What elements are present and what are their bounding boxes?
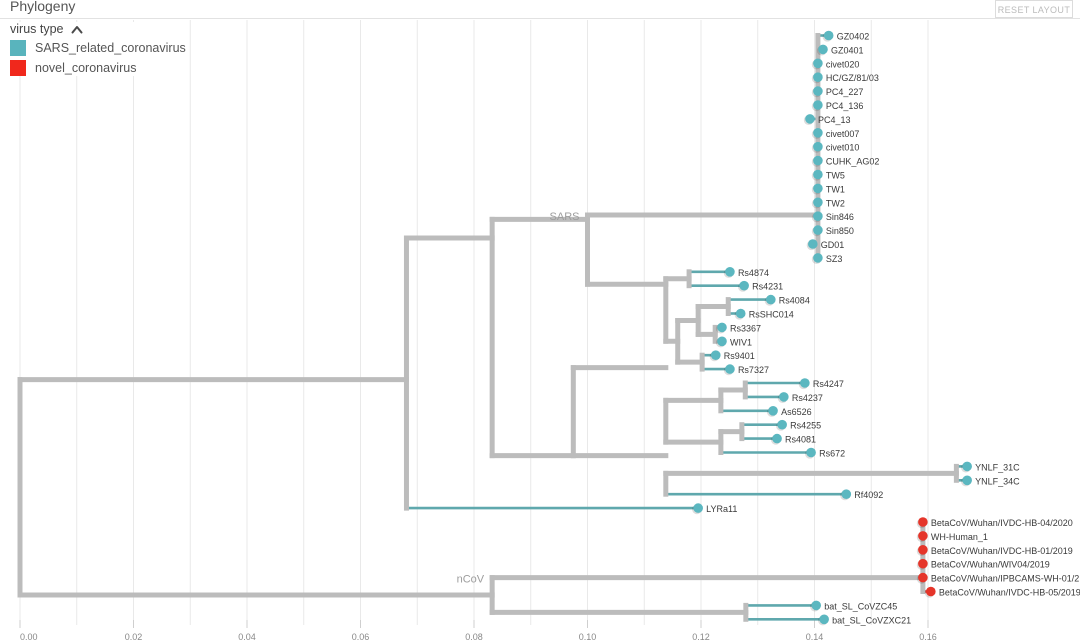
svg-text:0.04: 0.04 bbox=[238, 632, 256, 642]
svg-text:YNLF_34C: YNLF_34C bbox=[975, 476, 1020, 486]
svg-text:0.12: 0.12 bbox=[692, 632, 710, 642]
svg-text:PC4_13: PC4_13 bbox=[818, 115, 851, 125]
svg-text:SARS: SARS bbox=[550, 211, 580, 223]
svg-text:civet010: civet010 bbox=[826, 143, 860, 153]
svg-text:As6526: As6526 bbox=[781, 407, 812, 417]
svg-text:PC4_227: PC4_227 bbox=[826, 87, 864, 97]
svg-text:Rs4231: Rs4231 bbox=[752, 282, 783, 292]
svg-text:Rs4874: Rs4874 bbox=[738, 268, 769, 278]
svg-text:Sin850: Sin850 bbox=[826, 226, 854, 236]
svg-text:0.02: 0.02 bbox=[125, 632, 143, 642]
svg-text:BetaCoV/Wuhan/IPBCAMS-WH-01/2: BetaCoV/Wuhan/IPBCAMS-WH-01/2 bbox=[931, 574, 1079, 584]
svg-text:BetaCoV/Wuhan/IVDC-HB-05/2019: BetaCoV/Wuhan/IVDC-HB-05/2019 bbox=[939, 588, 1080, 598]
svg-text:BetaCoV/Wuhan/IVDC-HB-01/2019: BetaCoV/Wuhan/IVDC-HB-01/2019 bbox=[931, 546, 1073, 556]
svg-text:RsSHC014: RsSHC014 bbox=[749, 310, 794, 320]
svg-text:GZ0402: GZ0402 bbox=[837, 32, 870, 42]
svg-text:Rs4237: Rs4237 bbox=[792, 393, 823, 403]
svg-text:WH-Human_1: WH-Human_1 bbox=[931, 532, 988, 542]
svg-text:Rs4084: Rs4084 bbox=[779, 296, 810, 306]
svg-text:0.14: 0.14 bbox=[806, 632, 824, 642]
svg-text:PC4_136: PC4_136 bbox=[826, 101, 864, 111]
svg-text:YNLF_31C: YNLF_31C bbox=[975, 462, 1020, 472]
svg-text:SZ3: SZ3 bbox=[826, 254, 843, 264]
svg-text:civet007: civet007 bbox=[826, 129, 860, 139]
svg-text:Rf4092: Rf4092 bbox=[854, 490, 883, 500]
svg-text:civet020: civet020 bbox=[826, 59, 860, 69]
svg-text:0.08: 0.08 bbox=[465, 632, 483, 642]
svg-text:Sin846: Sin846 bbox=[826, 212, 854, 222]
svg-text:TW1: TW1 bbox=[826, 184, 845, 194]
svg-text:Rs9401: Rs9401 bbox=[724, 351, 755, 361]
svg-text:TW2: TW2 bbox=[826, 198, 845, 208]
svg-text:0.00: 0.00 bbox=[20, 632, 38, 642]
svg-text:bat_SL_CoVZC45: bat_SL_CoVZC45 bbox=[824, 601, 897, 611]
svg-text:Rs672: Rs672 bbox=[819, 449, 845, 459]
svg-text:0.06: 0.06 bbox=[352, 632, 370, 642]
svg-text:TW5: TW5 bbox=[826, 171, 845, 181]
svg-text:GD01: GD01 bbox=[821, 240, 845, 250]
svg-text:bat_SL_CoVZXC21: bat_SL_CoVZXC21 bbox=[832, 615, 911, 625]
svg-text:Rs4255: Rs4255 bbox=[790, 421, 821, 431]
svg-text:Rs3367: Rs3367 bbox=[730, 323, 761, 333]
svg-text:GZ0401: GZ0401 bbox=[831, 45, 864, 55]
svg-text:BetaCoV/Wuhan/WIV04/2019: BetaCoV/Wuhan/WIV04/2019 bbox=[931, 560, 1050, 570]
svg-text:CUHK_AG02: CUHK_AG02 bbox=[826, 157, 880, 167]
svg-text:Rs4081: Rs4081 bbox=[785, 435, 816, 445]
svg-text:HC/GZ/81/03: HC/GZ/81/03 bbox=[826, 73, 879, 83]
svg-text:BetaCoV/Wuhan/IVDC-HB-04/2020: BetaCoV/Wuhan/IVDC-HB-04/2020 bbox=[931, 518, 1073, 528]
svg-text:LYRa11: LYRa11 bbox=[706, 504, 737, 514]
svg-text:Rs4247: Rs4247 bbox=[813, 379, 844, 389]
svg-text:Rs7327: Rs7327 bbox=[738, 365, 769, 375]
svg-text:0.16: 0.16 bbox=[919, 632, 937, 642]
svg-text:0.10: 0.10 bbox=[579, 632, 597, 642]
svg-text:nCoV: nCoV bbox=[457, 574, 485, 586]
svg-text:WIV1: WIV1 bbox=[730, 337, 752, 347]
